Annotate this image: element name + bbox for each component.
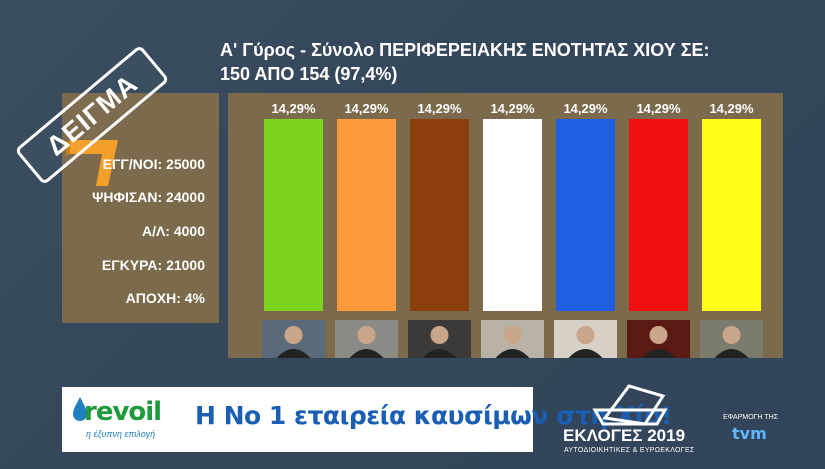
candidate-photo-icon (700, 320, 763, 358)
bar-label-2: 14,29% (344, 101, 389, 116)
stat-valid: ΕΓΚΥΡΑ: 21000 (101, 257, 205, 273)
bar-7 (702, 119, 761, 311)
ballot-box-icon (592, 384, 668, 426)
chart-title: Α' Γύρος - Σύνολο ΠΕΡΙΦΕΡΕΙΑΚΗΣ ΕΝΟΤΗΤΑΣ… (220, 38, 780, 86)
stat-abstention: ΑΠΟΧΗ: 4% (125, 290, 205, 306)
bar-label-4: 14,29% (490, 101, 535, 116)
stat-registered: ΕΓΓ/ΝΟΙ: 25000 (102, 156, 205, 172)
elections-subtitle: ΑΥΤΟΔΙΟΙΚΗΤΙΚΕΣ & ΕΥΡΩΕΚΛΟΓΕΣ (564, 447, 695, 454)
bar-4 (483, 119, 542, 311)
ad-slogan: Η Νο 1 εταιρεία καυσίμων στη Χίο! (195, 401, 672, 430)
stat-blank-invalid: Α/Λ: 4000 (141, 223, 205, 239)
chart-title-line1: Α' Γύρος - Σύνολο ΠΕΡΙΦΕΡΕΙΑΚΗΣ ΕΝΟΤΗΤΑΣ… (220, 40, 710, 60)
bar-1 (264, 119, 323, 311)
ad-brand: revoil (84, 397, 162, 427)
stats-panel (62, 93, 219, 323)
bar-label-5: 14,29% (563, 101, 608, 116)
candidate-photo-icon (262, 320, 325, 358)
bar-3 (410, 119, 469, 311)
bar-label-7: 14,29% (709, 101, 754, 116)
bar-chart: 14,29% 14,29% 14,29% 14,29% 14,29% 14,29% 14,2… (262, 101, 763, 358)
bar-6 (629, 119, 688, 311)
tvm-logo: tvm (732, 424, 767, 443)
candidate-photo-icon (481, 320, 544, 358)
candidate-photo-icon (554, 320, 617, 358)
chart-title-line2: 150 ΑΠΟ 154 (97,4%) (220, 64, 398, 84)
bar-2 (337, 119, 396, 311)
elections-title: ΕΚΛΟΓΕΣ 2019 (563, 426, 686, 445)
app-label: ΕΦΑΡΜΟΓΗ ΤΗΣ (723, 414, 779, 421)
revoil-drop-icon (73, 397, 87, 421)
candidate-photo-icon (627, 320, 690, 358)
ad-banner[interactable]: revoil η έξυπνη επιλογή Η Νο 1 εταιρεία … (62, 387, 672, 452)
bar-5 (556, 119, 615, 311)
candidate-photo-icon (408, 320, 471, 358)
ad-tagline: η έξυπνη επιλογή (86, 429, 156, 439)
bar-label-3: 14,29% (417, 101, 462, 116)
channel-mark-icon (66, 140, 118, 186)
stat-voted: ΨΗΦΙΣΑΝ: 24000 (92, 189, 205, 205)
candidate-photo-icon (335, 320, 398, 358)
bar-label-6: 14,29% (636, 101, 681, 116)
bar-label-1: 14,29% (271, 101, 316, 116)
